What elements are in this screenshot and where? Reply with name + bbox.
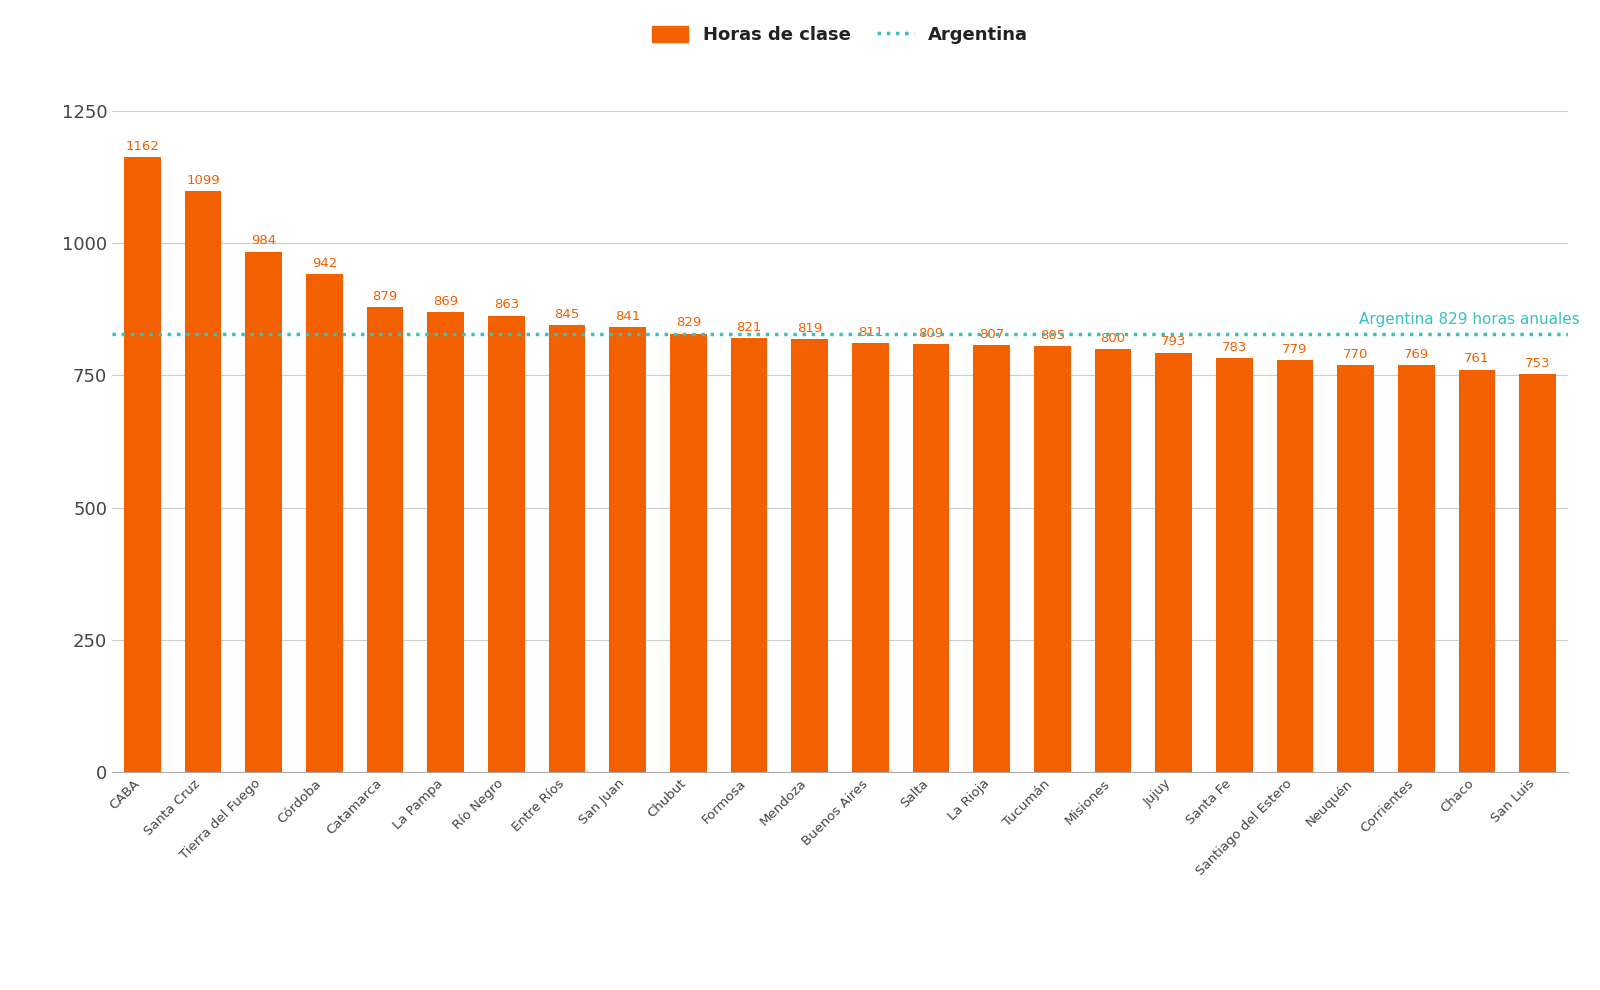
Bar xyxy=(1338,365,1374,772)
Text: 805: 805 xyxy=(1040,329,1066,343)
Bar xyxy=(427,313,464,772)
Text: 869: 869 xyxy=(434,295,458,308)
Text: 811: 811 xyxy=(858,326,883,339)
Text: 841: 841 xyxy=(614,310,640,323)
Text: 793: 793 xyxy=(1162,336,1186,348)
Legend: Horas de clase, Argentina: Horas de clase, Argentina xyxy=(645,19,1035,51)
Bar xyxy=(853,344,888,772)
Bar xyxy=(1277,360,1314,772)
Text: 879: 879 xyxy=(373,290,398,303)
Bar xyxy=(306,274,342,772)
Text: 984: 984 xyxy=(251,235,277,248)
Text: 769: 769 xyxy=(1403,348,1429,361)
Bar xyxy=(912,345,949,772)
Text: 753: 753 xyxy=(1525,356,1550,369)
Text: 809: 809 xyxy=(918,327,944,340)
Text: Argentina 829 horas anuales: Argentina 829 horas anuales xyxy=(1360,312,1581,328)
Bar xyxy=(488,316,525,772)
Bar xyxy=(186,191,221,772)
Bar xyxy=(1216,358,1253,772)
Text: 1099: 1099 xyxy=(186,173,219,186)
Bar xyxy=(366,307,403,772)
Bar xyxy=(1459,369,1494,772)
Bar xyxy=(549,325,586,772)
Bar xyxy=(670,334,707,772)
Bar xyxy=(125,157,160,772)
Bar xyxy=(610,328,646,772)
Bar xyxy=(792,339,827,772)
Bar xyxy=(1094,349,1131,772)
Text: 761: 761 xyxy=(1464,352,1490,365)
Text: 845: 845 xyxy=(554,308,579,321)
Text: 942: 942 xyxy=(312,256,338,269)
Text: 800: 800 xyxy=(1101,332,1125,345)
Text: 821: 821 xyxy=(736,321,762,334)
Text: 863: 863 xyxy=(494,298,518,312)
Text: 819: 819 xyxy=(797,322,822,335)
Text: 783: 783 xyxy=(1222,341,1246,353)
Bar xyxy=(1155,352,1192,772)
Text: 770: 770 xyxy=(1342,347,1368,360)
Text: 1162: 1162 xyxy=(125,141,160,153)
Bar xyxy=(1520,374,1555,772)
Text: 779: 779 xyxy=(1282,343,1307,355)
Text: 829: 829 xyxy=(675,317,701,330)
Bar xyxy=(1034,346,1070,772)
Bar xyxy=(245,251,282,772)
Bar xyxy=(1398,365,1435,772)
Bar xyxy=(731,338,768,772)
Text: 807: 807 xyxy=(979,328,1005,342)
Bar xyxy=(973,346,1010,772)
